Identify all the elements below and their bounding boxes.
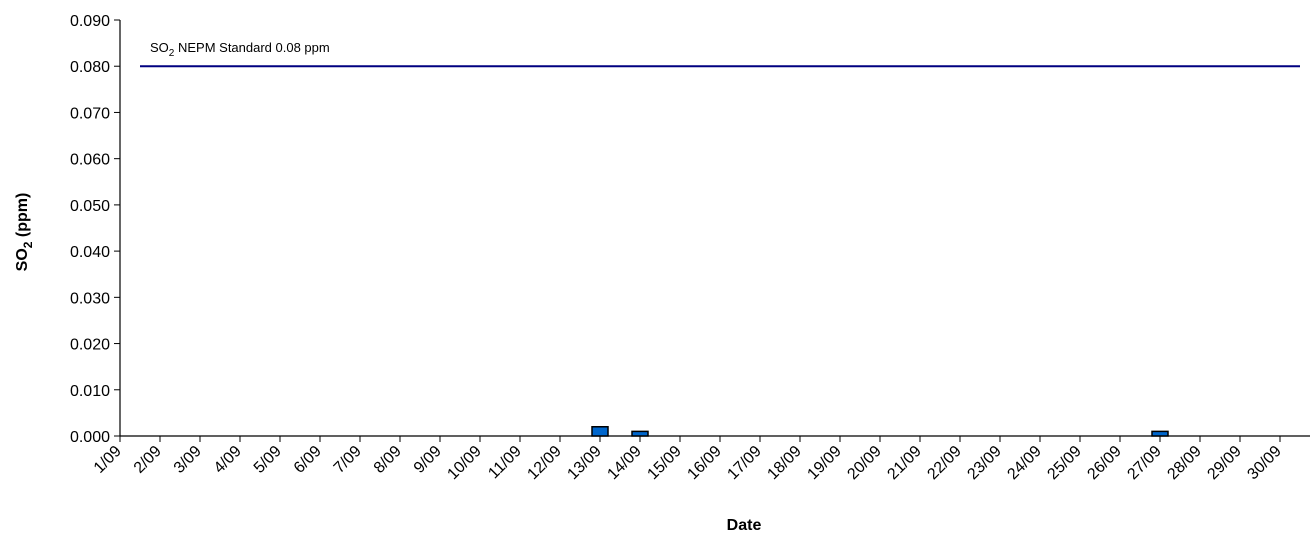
- x-tick-label: 22/09: [924, 443, 964, 483]
- x-tick-label: 2/09: [131, 443, 165, 477]
- x-tick-label: 25/09: [1044, 443, 1084, 483]
- x-tick-label: 15/09: [644, 443, 684, 483]
- y-tick-label: 0.090: [70, 13, 110, 30]
- x-tick-label: 19/09: [804, 443, 844, 483]
- x-axis: 1/09 2/09 3/09 4/09 5/09 6/09 7/09 8/09 9/09 10/0…: [91, 435, 1310, 483]
- y-tick-label: 0.040: [70, 244, 110, 261]
- x-tick-label: 9/09: [411, 443, 445, 477]
- bars: [591, 426, 1169, 437]
- x-tick-label: 16/09: [684, 443, 724, 483]
- x-tick-label: 14/09: [604, 443, 644, 483]
- x-tick-label: 29/09: [1204, 443, 1244, 483]
- y-axis: 0.000 0.010 0.020 0.030 0.040 0.050 0.060 0.070…: [70, 13, 121, 446]
- reference-line-group: SO2 NEPM Standard 0.08 ppm: [140, 40, 1300, 68]
- x-tick-label: 21/09: [884, 443, 924, 483]
- y-tick-label: 0.000: [70, 429, 110, 446]
- y-tick-label: 0.070: [70, 105, 110, 122]
- x-tick-label: 28/09: [1164, 443, 1204, 483]
- x-tick-label: 5/09: [251, 443, 285, 477]
- x-tick-label: 17/09: [724, 443, 764, 483]
- y-tick-label: 0.080: [70, 59, 110, 76]
- x-tick-label: 24/09: [1004, 443, 1044, 483]
- x-tick-label: 4/09: [211, 443, 245, 477]
- x-tick-label: 20/09: [844, 443, 884, 483]
- x-axis-title: Date: [727, 517, 762, 534]
- bar: [591, 426, 609, 437]
- y-tick-label: 0.010: [70, 383, 110, 400]
- bar: [631, 430, 649, 437]
- y-tick-label: 0.050: [70, 198, 110, 215]
- y-tick-label: 0.020: [70, 337, 110, 354]
- y-axis-title: SO2 (ppm): [14, 193, 35, 272]
- nepm-standard-label: SO2 NEPM Standard 0.08 ppm: [150, 40, 330, 59]
- bar: [1151, 430, 1169, 437]
- x-tick-label: 12/09: [524, 443, 564, 483]
- x-tick-label: 11/09: [485, 443, 525, 483]
- x-tick-label: 27/09: [1124, 443, 1164, 483]
- x-tick-label: 13/09: [564, 443, 604, 483]
- y-tick-label: 0.030: [70, 290, 110, 307]
- x-tick-label: 6/09: [291, 443, 325, 477]
- x-tick-label: 10/09: [444, 443, 484, 483]
- x-tick-label: 8/09: [371, 443, 405, 477]
- x-tick-label: 23/09: [964, 443, 1004, 483]
- x-tick-label: 30/09: [1244, 443, 1284, 483]
- x-tick-label: 18/09: [764, 443, 804, 483]
- x-tick-label: 7/09: [331, 443, 365, 477]
- x-tick-label: 26/09: [1084, 443, 1124, 483]
- x-tick-label: 3/09: [171, 443, 205, 477]
- y-tick-label: 0.060: [70, 152, 110, 169]
- x-tick-label: 1/09: [91, 443, 125, 477]
